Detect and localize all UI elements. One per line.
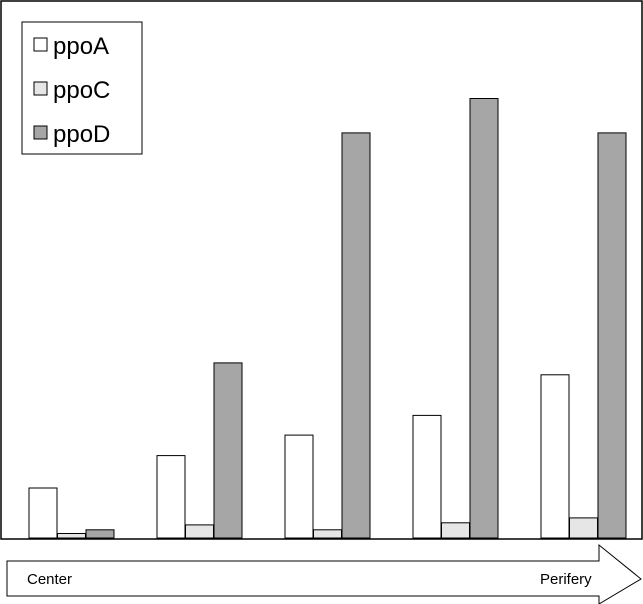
legend-swatch-ppoD bbox=[33, 125, 48, 140]
bar-ppoD-group-3 bbox=[341, 132, 371, 539]
bars-group bbox=[28, 98, 627, 539]
bar-ppoC-group-3 bbox=[313, 529, 342, 539]
bar-ppoA-group-2 bbox=[156, 455, 186, 539]
arrow-start-label: Center bbox=[27, 571, 72, 588]
legend-swatch-ppoC bbox=[33, 81, 48, 96]
bar-ppoC-group-2 bbox=[185, 524, 214, 539]
legend-label-ppoC: ppoC bbox=[53, 77, 110, 104]
bar-ppoD-group-2 bbox=[213, 362, 243, 539]
legend: ppoA ppoC ppoD bbox=[21, 21, 143, 155]
bar-ppoD-group-1 bbox=[85, 529, 115, 539]
bar-ppoD-group-5 bbox=[597, 132, 627, 539]
bar-ppoC-group-1 bbox=[57, 533, 86, 539]
bar-ppoA-group-4 bbox=[412, 414, 442, 539]
bar-ppoC-group-5 bbox=[569, 517, 598, 539]
bar-ppoA-group-1 bbox=[28, 487, 58, 539]
bar-ppoC-group-4 bbox=[441, 522, 470, 539]
legend-label-ppoD: ppoD bbox=[53, 121, 110, 148]
bar-ppoA-group-5 bbox=[540, 374, 570, 539]
legend-swatch-ppoA bbox=[33, 37, 48, 52]
arrow-end-label: Perifery bbox=[540, 571, 592, 588]
bar-ppoA-group-3 bbox=[284, 434, 314, 539]
legend-label-ppoA: ppoA bbox=[53, 33, 109, 60]
arrow-shape bbox=[6, 543, 642, 604]
center-to-periphery-arrow: Center Perifery bbox=[6, 543, 642, 604]
bar-ppoD-group-4 bbox=[469, 98, 499, 539]
